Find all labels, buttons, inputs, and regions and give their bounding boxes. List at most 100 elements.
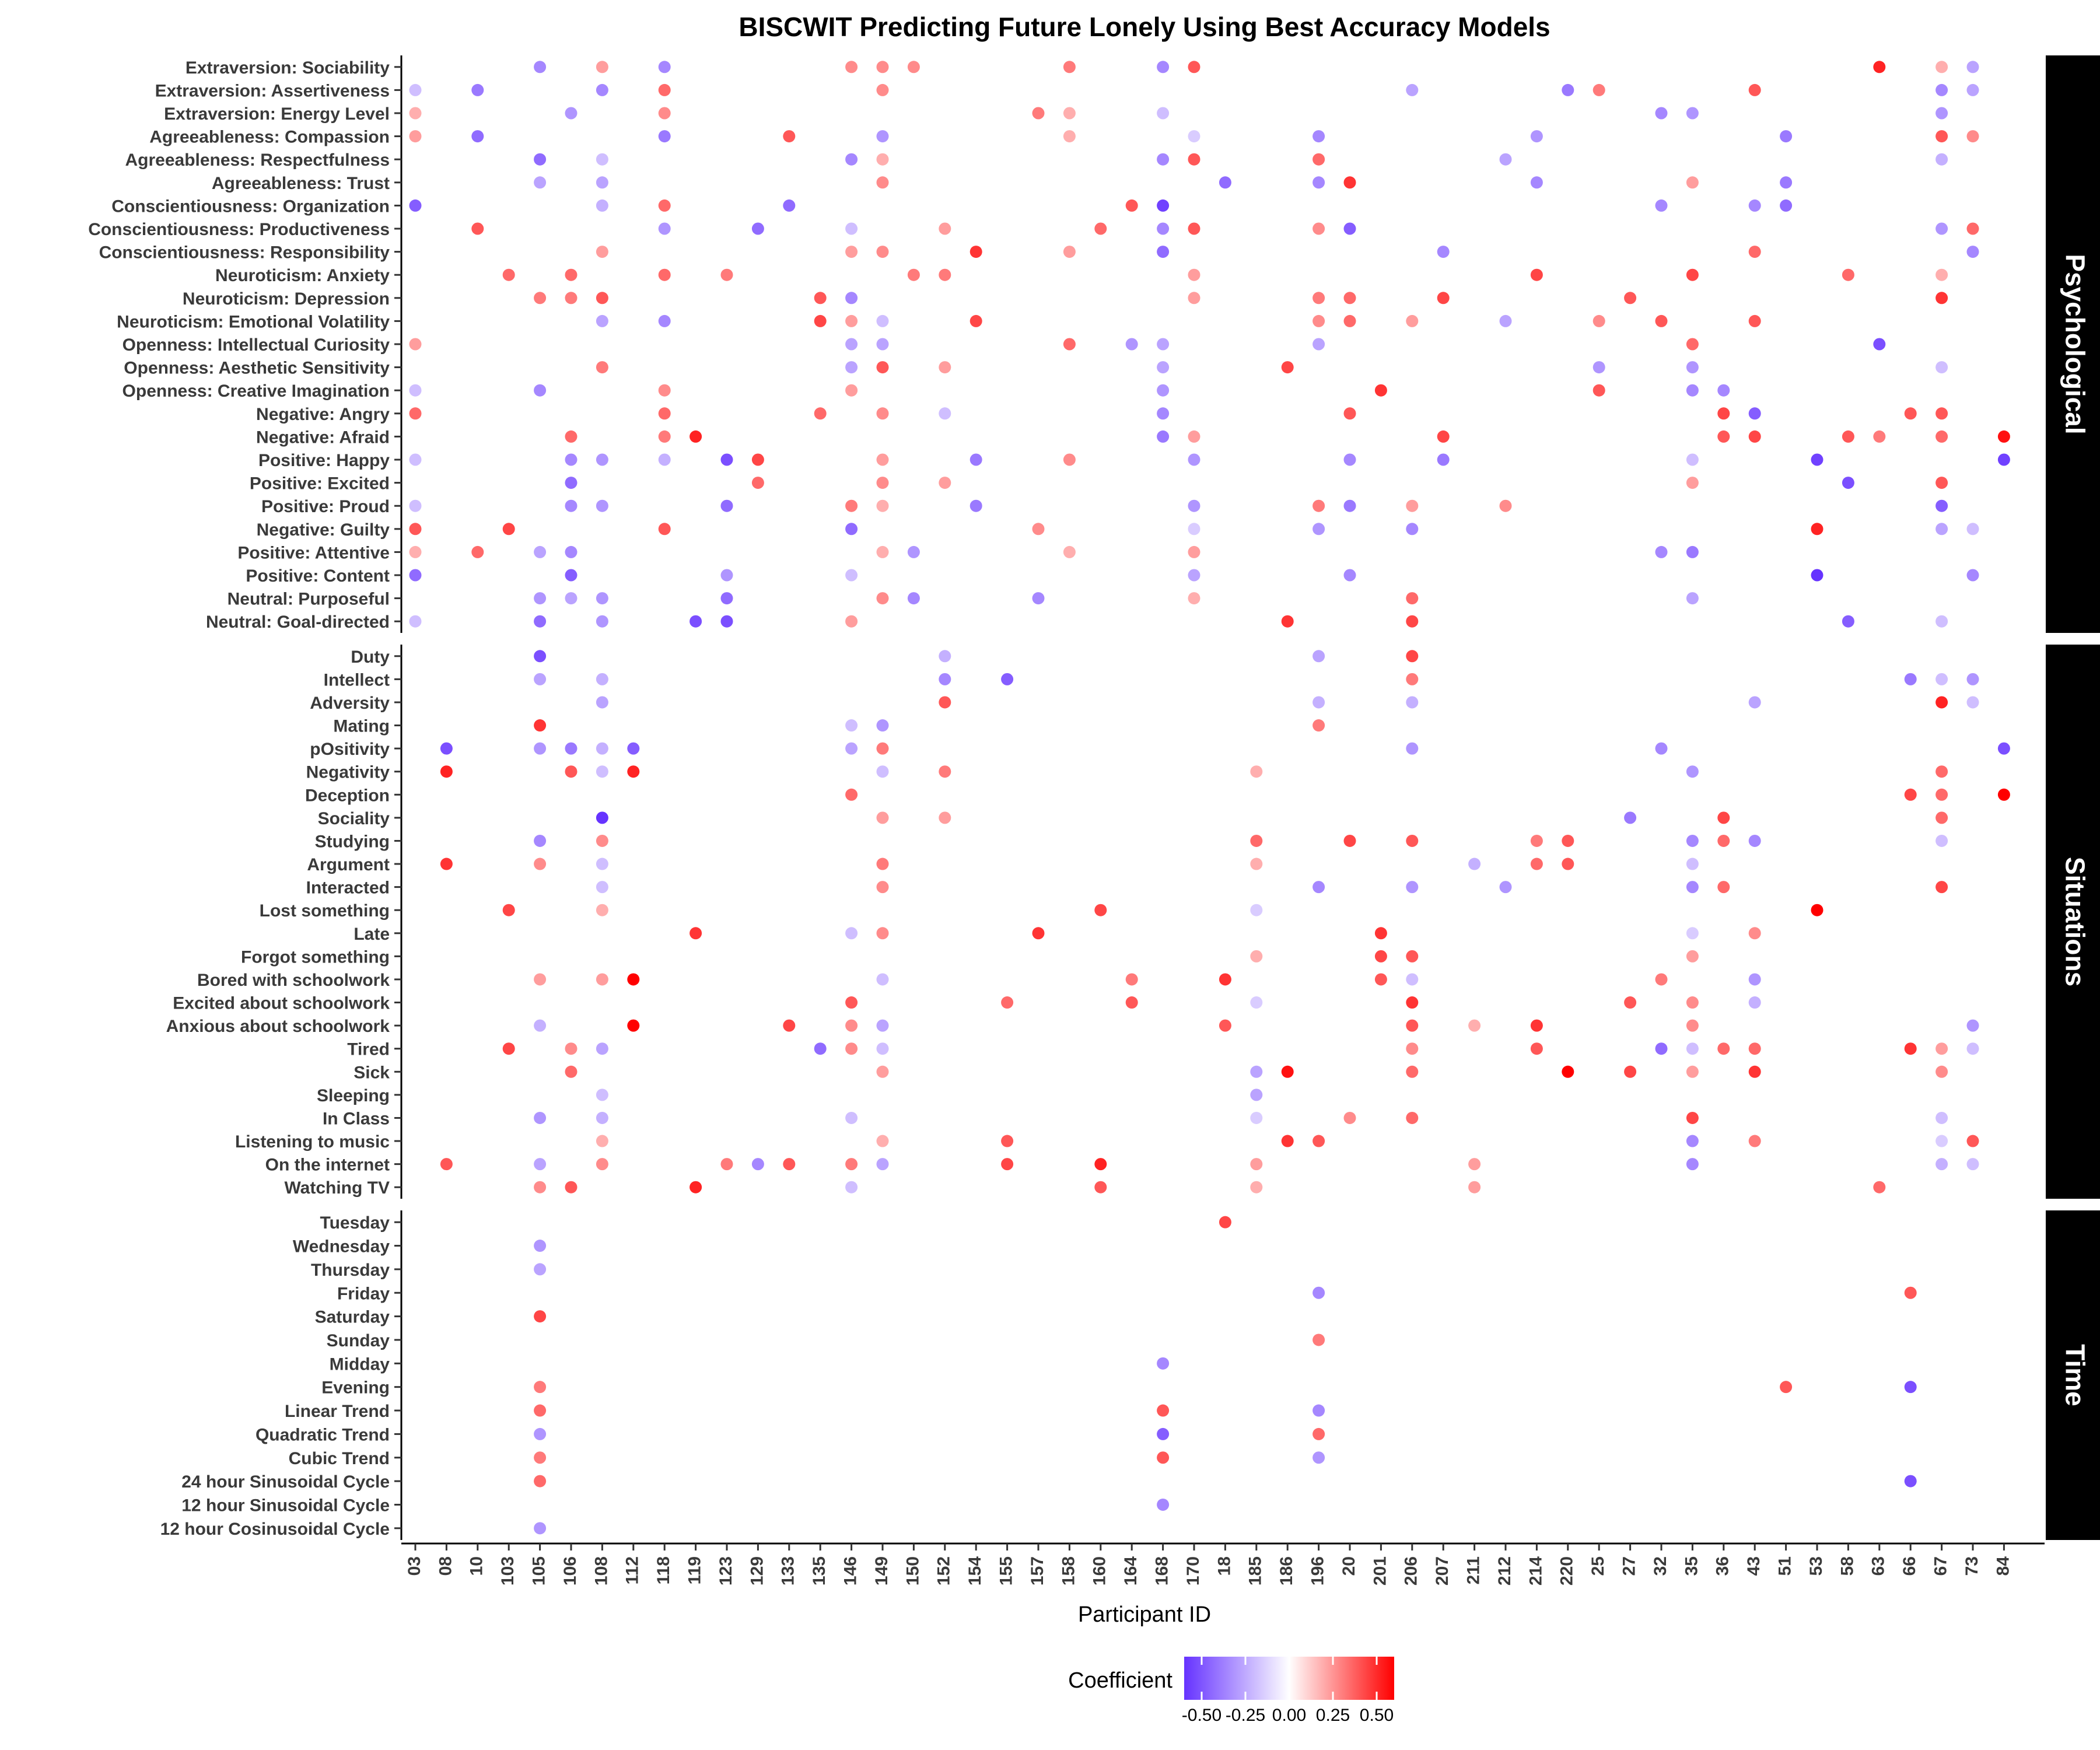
data-point [440, 742, 453, 755]
data-point [1406, 950, 1419, 963]
y-tick-label: Wednesday [293, 1237, 390, 1256]
data-point [1686, 338, 1699, 351]
data-point [1499, 153, 1512, 166]
data-point [970, 246, 982, 258]
data-point [658, 523, 671, 536]
data-point [876, 881, 889, 894]
data-point [1717, 811, 1730, 824]
x-tick-label: 164 [1121, 1556, 1140, 1586]
data-point [1966, 61, 1979, 74]
data-point [1686, 384, 1699, 397]
data-point [627, 973, 640, 986]
data-point [1655, 314, 1668, 327]
data-point [1219, 973, 1231, 986]
y-tick-label: Sunday [327, 1331, 390, 1350]
data-point [409, 107, 422, 120]
y-tick-label: Mating [333, 717, 390, 736]
data-point [502, 1042, 515, 1055]
data-point [1936, 523, 1948, 536]
data-point [814, 407, 827, 420]
data-point [1312, 1451, 1325, 1464]
data-point [1094, 222, 1107, 235]
data-point [1686, 107, 1699, 120]
data-point [658, 222, 671, 235]
data-point [1188, 430, 1200, 443]
x-tick-label: 214 [1526, 1556, 1545, 1586]
data-point [596, 176, 608, 189]
data-point [1406, 1111, 1419, 1124]
data-point [1406, 650, 1419, 663]
data-point [1936, 130, 1948, 143]
data-point [1748, 927, 1761, 940]
data-point [1250, 1181, 1263, 1194]
data-point [1188, 222, 1200, 235]
data-point [751, 453, 764, 466]
data-point [1157, 1498, 1170, 1511]
data-point [1188, 499, 1200, 512]
data-point [1157, 1427, 1170, 1440]
data-point [596, 1158, 608, 1171]
data-point [876, 719, 889, 732]
data-point [1499, 314, 1512, 327]
x-tick-label: 201 [1370, 1556, 1390, 1586]
data-point [409, 545, 422, 558]
data-point [658, 268, 671, 281]
data-point [1686, 881, 1699, 894]
data-point [970, 314, 982, 327]
y-tick-label: Openness: Intellectual Curiosity [123, 335, 390, 355]
data-point [845, 1042, 858, 1055]
data-point [876, 477, 889, 489]
data-point [1780, 199, 1793, 212]
data-point [1936, 673, 1948, 685]
data-point [1780, 176, 1793, 189]
data-point [502, 904, 515, 916]
y-tick-label: Evening [321, 1378, 390, 1398]
x-tick-label: 152 [935, 1556, 954, 1586]
y-tick-label: 12 hour Cosinusoidal Cycle [160, 1520, 390, 1539]
data-point [1530, 268, 1543, 281]
data-point [409, 615, 422, 628]
data-point [1562, 834, 1574, 847]
data-point [534, 719, 547, 732]
x-tick-label: 155 [997, 1556, 1016, 1586]
data-point [1748, 696, 1761, 709]
data-point [1094, 1158, 1107, 1171]
data-point [658, 314, 671, 327]
x-tick-label: 185 [1246, 1556, 1265, 1586]
y-tick-label: Excited about schoolwork [173, 994, 390, 1013]
x-tick-label: 129 [747, 1556, 766, 1586]
y-tick-label: Openness: Aesthetic Sensitivity [124, 359, 390, 378]
data-point [1157, 1451, 1170, 1464]
data-point [1655, 1042, 1668, 1055]
y-tick-label: Tuesday [320, 1213, 390, 1233]
data-point [1312, 130, 1325, 143]
data-point [876, 1019, 889, 1032]
y-tick-label: Negative: Angry [256, 405, 390, 424]
data-point [1686, 950, 1699, 963]
data-point [845, 996, 858, 1009]
data-point [1188, 523, 1200, 536]
data-point [1936, 61, 1948, 74]
data-point [596, 246, 608, 258]
data-point [1966, 1135, 1979, 1147]
data-point [1312, 499, 1325, 512]
data-point [409, 130, 422, 143]
data-point [1125, 199, 1138, 212]
data-point [1811, 569, 1824, 582]
data-point [1748, 834, 1761, 847]
facet-strip [2046, 1210, 2100, 1540]
data-point [1250, 950, 1263, 963]
data-point [1468, 1181, 1481, 1194]
data-point [845, 361, 858, 374]
data-point [1997, 430, 2010, 443]
y-tick-label: Negativity [306, 763, 390, 782]
x-tick-label: 149 [872, 1556, 891, 1586]
data-point [845, 742, 858, 755]
data-point [1717, 384, 1730, 397]
data-point [845, 499, 858, 512]
data-point [1157, 430, 1170, 443]
data-point [720, 1158, 733, 1171]
data-point [939, 765, 951, 778]
data-point [534, 1404, 547, 1417]
data-point [1188, 545, 1200, 558]
